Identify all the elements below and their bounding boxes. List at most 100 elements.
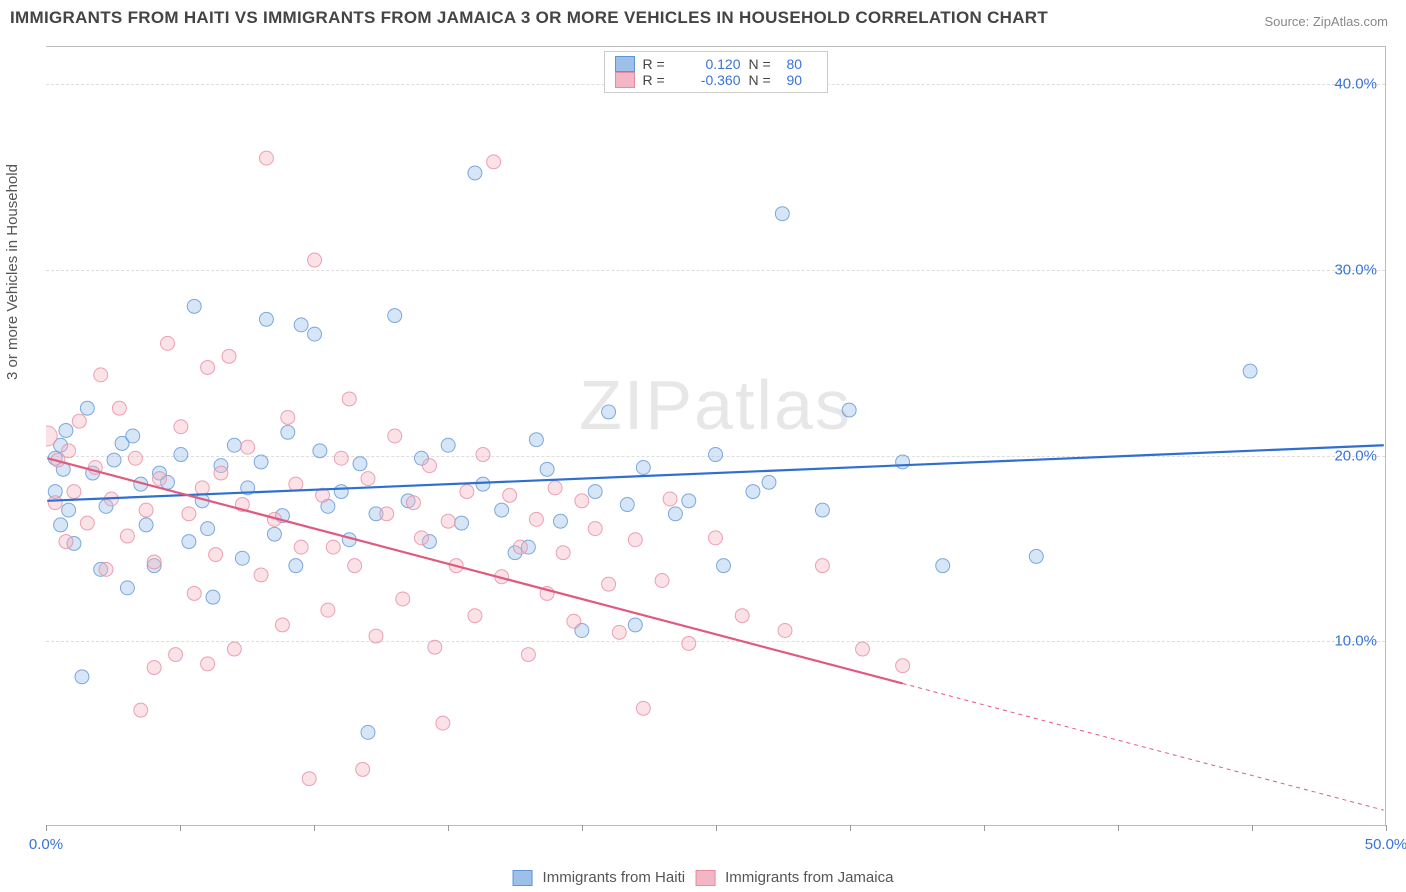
data-point: [663, 492, 677, 506]
data-point: [529, 433, 543, 447]
legend-swatch: [615, 72, 635, 88]
r-value: -0.360: [681, 72, 741, 88]
x-tick: [1118, 825, 1119, 831]
data-point: [227, 438, 241, 452]
trend-line-dashed: [903, 683, 1384, 810]
data-point: [139, 518, 153, 532]
data-point: [334, 451, 348, 465]
data-point: [746, 485, 760, 499]
data-point: [361, 472, 375, 486]
data-point: [441, 514, 455, 528]
x-tick: [984, 825, 985, 831]
data-point: [896, 455, 910, 469]
data-point: [414, 531, 428, 545]
data-point: [529, 512, 543, 526]
data-point: [187, 586, 201, 600]
data-point: [62, 503, 76, 517]
data-point: [241, 440, 255, 454]
data-point: [48, 496, 62, 510]
data-point: [281, 410, 295, 424]
x-tick: [1386, 825, 1387, 831]
data-point: [588, 485, 602, 499]
data-point: [201, 360, 215, 374]
data-point: [717, 559, 731, 573]
legend-swatch: [695, 870, 715, 886]
data-point: [1243, 364, 1257, 378]
legend-top: R =0.120N =80R =-0.360N =90: [604, 51, 828, 93]
data-point: [388, 309, 402, 323]
data-point: [294, 540, 308, 554]
x-tick: [850, 825, 851, 831]
data-point: [59, 535, 73, 549]
data-point: [259, 151, 273, 165]
x-tick: [314, 825, 315, 831]
data-point: [628, 533, 642, 547]
data-point: [388, 429, 402, 443]
data-point: [476, 477, 490, 491]
data-point: [575, 494, 589, 508]
x-tick-label: 0.0%: [29, 836, 63, 853]
x-tick: [448, 825, 449, 831]
data-point: [214, 466, 228, 480]
data-point: [227, 642, 241, 656]
data-point: [120, 581, 134, 595]
data-point: [59, 423, 73, 437]
x-tick: [46, 825, 47, 831]
legend-top-row: R =-0.360N =90: [615, 72, 817, 88]
x-tick: [180, 825, 181, 831]
data-point: [182, 535, 196, 549]
data-point: [353, 457, 367, 471]
data-point: [153, 472, 167, 486]
y-axis-label: 3 or more Vehicles in Household: [4, 164, 21, 380]
data-point: [206, 590, 220, 604]
r-value: 0.120: [681, 56, 741, 72]
data-point: [94, 368, 108, 382]
data-point: [548, 481, 562, 495]
data-point: [513, 540, 527, 554]
data-point: [174, 420, 188, 434]
data-point: [161, 336, 175, 350]
data-point: [326, 540, 340, 554]
data-point: [521, 648, 535, 662]
legend-swatch: [513, 870, 533, 886]
data-point: [762, 475, 776, 489]
r-label: R =: [643, 56, 673, 72]
n-label: N =: [749, 72, 779, 88]
n-value: 80: [787, 56, 817, 72]
data-point: [308, 253, 322, 267]
data-point: [254, 455, 268, 469]
data-point: [815, 559, 829, 573]
data-point: [75, 670, 89, 684]
data-point: [612, 625, 626, 639]
data-point: [281, 425, 295, 439]
data-point: [107, 453, 121, 467]
data-point: [209, 548, 223, 562]
x-tick: [716, 825, 717, 831]
data-point: [636, 461, 650, 475]
data-point: [775, 207, 789, 221]
data-point: [195, 481, 209, 495]
n-label: N =: [749, 56, 779, 72]
legend-swatch: [615, 56, 635, 72]
data-point: [80, 516, 94, 530]
data-point: [540, 462, 554, 476]
data-point: [54, 518, 68, 532]
data-point: [254, 568, 268, 582]
data-point: [134, 703, 148, 717]
data-point: [422, 459, 436, 473]
data-point: [655, 574, 669, 588]
data-point: [120, 529, 134, 543]
data-point: [348, 559, 362, 573]
data-point: [126, 429, 140, 443]
data-point: [289, 477, 303, 491]
legend-label: Immigrants from Jamaica: [725, 869, 893, 886]
data-point: [709, 448, 723, 462]
source-label: Source: ZipAtlas.com: [1264, 14, 1388, 29]
data-point: [588, 522, 602, 536]
data-point: [936, 559, 950, 573]
data-point: [668, 507, 682, 521]
data-point: [235, 551, 249, 565]
data-point: [428, 640, 442, 654]
data-point: [201, 657, 215, 671]
data-point: [476, 448, 490, 462]
